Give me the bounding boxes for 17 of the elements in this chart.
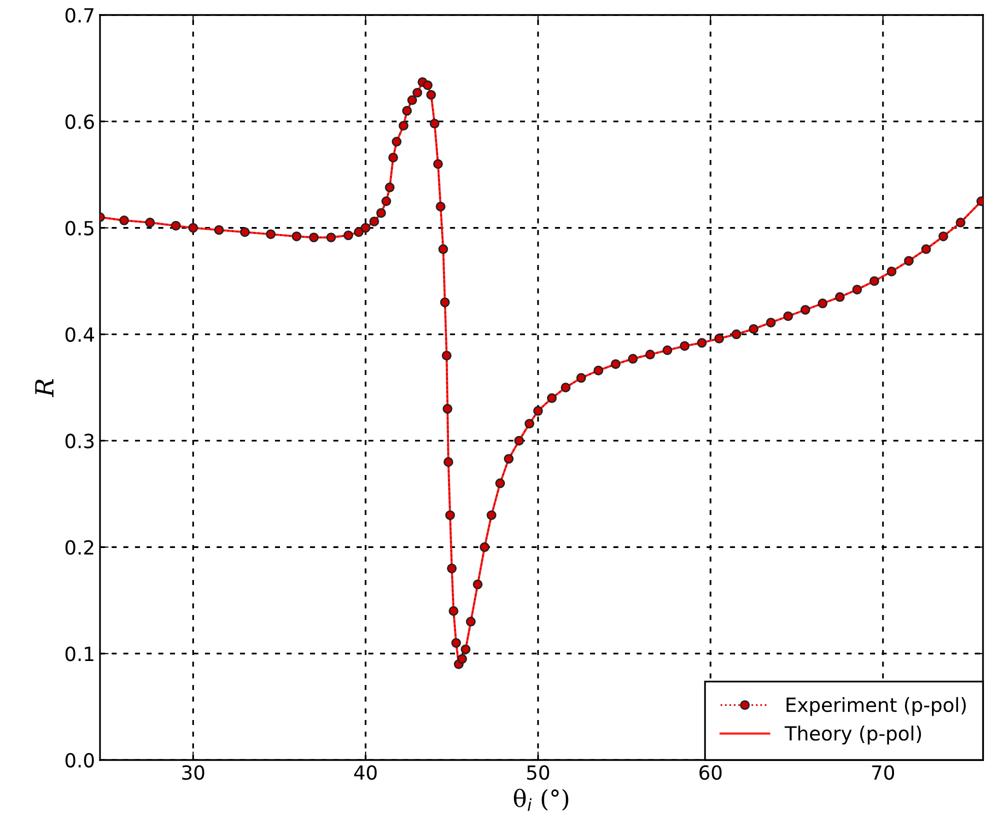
x-tick-label: 40 xyxy=(354,765,377,780)
x-tick-label: 60 xyxy=(700,765,722,780)
legend-label: Theory (p-pol) xyxy=(784,726,921,744)
y-tick-label: 0.3 xyxy=(66,434,94,448)
y-tick-label: 0.0 xyxy=(66,752,94,768)
y-tick-label: 0.5 xyxy=(66,220,94,236)
x-axis-title: θ$_{i}$ (°) xyxy=(514,788,568,811)
y-axis-title: R xyxy=(35,379,54,398)
y-tick-label: 0.2 xyxy=(66,540,94,555)
legend-label: Experiment (p-pol) xyxy=(786,697,966,716)
x-tick-label: 50 xyxy=(527,765,550,780)
x-tick-label: 70 xyxy=(872,765,894,780)
y-tick-label: 0.6 xyxy=(66,114,94,130)
y-tick-label: 0.7 xyxy=(66,8,94,23)
x-tick-label: 30 xyxy=(182,765,204,780)
y-tick-label: 0.1 xyxy=(66,646,94,662)
y-tick-label: 0.4 xyxy=(66,327,94,342)
